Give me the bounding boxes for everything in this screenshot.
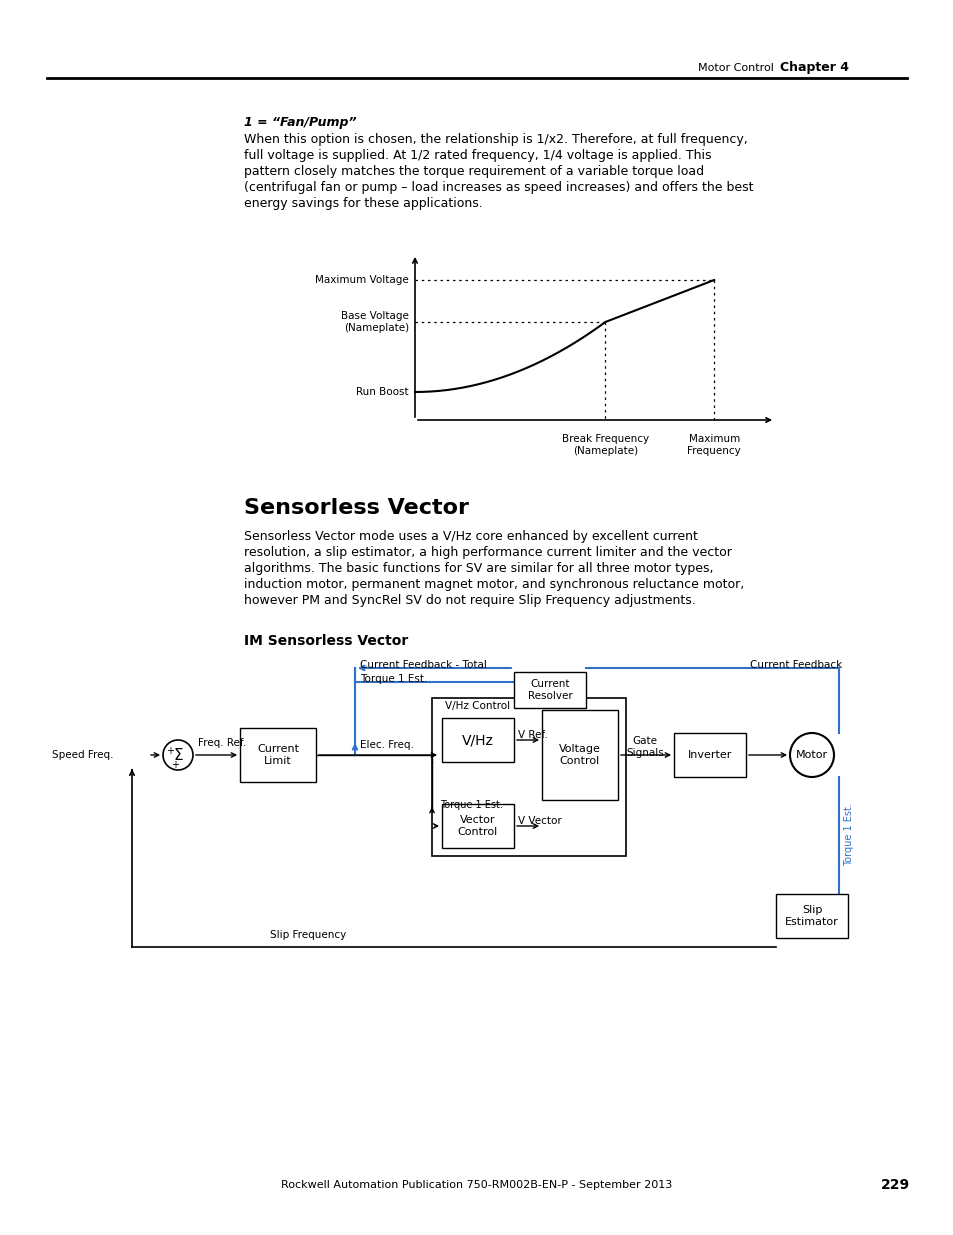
Text: Chapter 4: Chapter 4	[780, 62, 848, 74]
Text: Sensorless Vector mode uses a V/Hz core enhanced by excellent current: Sensorless Vector mode uses a V/Hz core …	[244, 530, 698, 543]
Text: Current Feedback: Current Feedback	[749, 659, 841, 671]
Bar	[441, 804, 514, 848]
Text: Maximum Voltage: Maximum Voltage	[314, 275, 409, 285]
Text: Slip Frequency: Slip Frequency	[270, 930, 346, 940]
Text: energy savings for these applications.: energy savings for these applications.	[244, 198, 482, 210]
Text: 1 = “Fan/Pump”: 1 = “Fan/Pump”	[244, 116, 356, 128]
Text: Break Frequency
(Nameplate): Break Frequency (Nameplate)	[561, 433, 648, 456]
Text: induction motor, permanent magnet motor, and synchronous reluctance motor,: induction motor, permanent magnet motor,…	[244, 578, 743, 592]
Text: Speed Freq.: Speed Freq.	[52, 750, 113, 760]
Text: Current
Limit: Current Limit	[256, 745, 298, 766]
Text: however PM and SyncRel SV do not require Slip Frequency adjustments.: however PM and SyncRel SV do not require…	[244, 594, 695, 606]
Text: (centrifugal fan or pump – load increases as speed increases) and offers the bes: (centrifugal fan or pump – load increase…	[244, 182, 753, 194]
Text: +: +	[171, 760, 179, 769]
Text: full voltage is supplied. At 1/2 rated frequency, 1/4 voltage is applied. This: full voltage is supplied. At 1/2 rated f…	[244, 149, 711, 162]
Bar	[514, 672, 585, 708]
Text: Current Feedback - Total: Current Feedback - Total	[359, 659, 486, 671]
Text: Voltage
Control: Voltage Control	[558, 745, 600, 766]
Text: Elec. Freq.: Elec. Freq.	[359, 740, 414, 750]
Text: V/Hz: V/Hz	[461, 734, 494, 747]
Text: Rockwell Automation Publication 750-RM002B-EN-P - September 2013: Rockwell Automation Publication 750-RM00…	[281, 1179, 672, 1191]
Text: Sensorless Vector: Sensorless Vector	[244, 498, 469, 517]
Bar	[240, 727, 315, 782]
Text: Torque 1 Est.: Torque 1 Est.	[359, 674, 427, 684]
Text: Slip
Estimator: Slip Estimator	[784, 905, 838, 926]
Text: Torque 1 Est.: Torque 1 Est.	[439, 800, 502, 810]
Text: Gate
Signals: Gate Signals	[625, 736, 663, 758]
Text: V Ref.: V Ref.	[517, 730, 547, 740]
Text: Freq. Ref.: Freq. Ref.	[198, 739, 246, 748]
Text: Maximum
Frequency: Maximum Frequency	[686, 433, 740, 456]
Text: Current
Resolver: Current Resolver	[527, 679, 572, 700]
Text: algorithms. The basic functions for SV are similar for all three motor types,: algorithms. The basic functions for SV a…	[244, 562, 713, 576]
Bar	[775, 894, 847, 939]
Text: pattern closely matches the torque requirement of a variable torque load: pattern closely matches the torque requi…	[244, 165, 703, 178]
Text: +: +	[166, 746, 173, 756]
Text: Base Voltage
(Nameplate): Base Voltage (Nameplate)	[341, 311, 409, 332]
Text: Run Boost: Run Boost	[356, 387, 409, 396]
Text: V Vector: V Vector	[517, 816, 561, 826]
Bar	[441, 718, 514, 762]
Text: IM Sensorless Vector: IM Sensorless Vector	[244, 634, 408, 648]
Text: Inverter: Inverter	[687, 750, 731, 760]
Text: Motor Control: Motor Control	[698, 63, 773, 73]
Bar	[673, 734, 745, 777]
Text: When this option is chosen, the relationship is 1/x2. Therefore, at full frequen: When this option is chosen, the relation…	[244, 133, 747, 146]
Text: Vector
Control: Vector Control	[457, 815, 497, 837]
Text: Σ: Σ	[173, 747, 183, 762]
Text: Torque 1 Est.: Torque 1 Est.	[843, 804, 853, 867]
Text: V/Hz Control: V/Hz Control	[445, 701, 510, 711]
Bar	[432, 698, 625, 856]
Text: Motor: Motor	[795, 750, 827, 760]
Text: resolution, a slip estimator, a high performance current limiter and the vector: resolution, a slip estimator, a high per…	[244, 546, 731, 559]
Bar	[541, 710, 618, 800]
Text: 229: 229	[880, 1178, 909, 1192]
